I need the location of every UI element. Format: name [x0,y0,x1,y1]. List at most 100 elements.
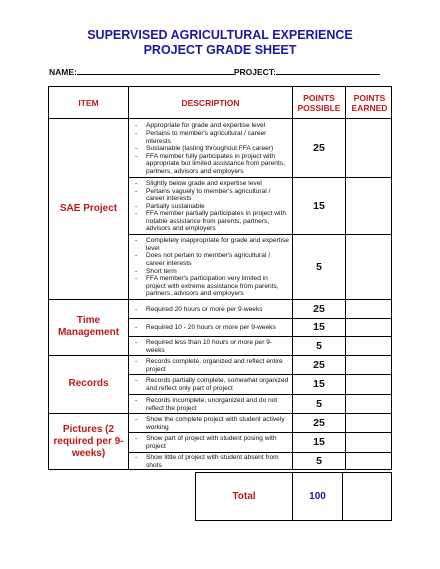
points-earned-cell[interactable] [346,374,393,394]
points-earned-cell[interactable] [346,177,393,234]
points-possible-value: 15 [293,177,346,234]
description-cell: Records complete, organized and reflect … [129,355,293,374]
row-divider [49,413,391,414]
criteria-item: Show the complete project with student a… [133,416,289,431]
criteria-item: Show little of project with student abse… [133,454,289,469]
project-label: PROJECT: [233,67,276,77]
criteria-item: FFA member fully participates in project… [133,153,289,176]
total-table: Total 100 [195,472,392,521]
points-possible-value: 15 [293,318,346,336]
criteria-list: Show little of project with student abse… [133,454,289,469]
header-points-possible: POINTS POSSIBLE [293,87,346,118]
item-label-2: Records [49,355,129,413]
description-cell: Show the complete project with student a… [129,413,293,432]
total-label: Total [196,473,293,520]
criteria-list: Records complete, organized and reflect … [133,358,289,373]
row-divider [129,336,391,337]
points-possible-value: 15 [293,374,346,394]
item-label-0: SAE Project [49,119,129,299]
criteria-item: Records complete, organized and reflect … [133,358,289,373]
points-possible-value: 5 [293,336,346,355]
criteria-list: Records incomplete, unorganized and do n… [133,397,289,412]
points-earned-cell[interactable] [346,299,393,318]
header-item: ITEM [49,87,129,118]
criteria-item: Does not pertain to member's agricultura… [133,252,289,267]
description-cell: Show part of project with student posing… [129,432,293,452]
total-points-earned[interactable] [344,473,391,520]
criteria-item: Records incomplete, unorganized and do n… [133,397,289,412]
criteria-item: Pertains to member's agricultural / care… [133,130,289,145]
criteria-item: Partially sustainable [133,203,289,211]
points-earned-cell[interactable] [346,432,393,452]
criteria-item: Slightly below grade and expertise level [133,180,289,188]
criteria-item: Show part of project with student posing… [133,435,289,450]
description-cell: Records incomplete, unorganized and do n… [129,394,293,413]
row-divider [129,374,391,375]
points-earned-cell[interactable] [346,318,393,336]
criteria-item: Records partially complete, somewhat org… [133,377,289,392]
header-description: DESCRIPTION [129,87,293,118]
description-cell: Required 10 - 20 hours or more per 9-wee… [129,318,293,336]
total-points-possible: 100 [293,473,343,520]
row-divider [129,234,391,235]
header-divider [49,118,391,119]
criteria-list: Required 10 - 20 hours or more per 9-wee… [133,324,276,332]
criteria-list: Required less than 10 hours or more per … [133,339,289,354]
points-earned-cell[interactable] [346,355,393,374]
item-label-1: Time Management [49,299,129,355]
points-possible-value: 5 [293,394,346,413]
points-possible-value: 25 [293,413,346,432]
points-possible-value: 25 [293,355,346,374]
row-divider [129,432,391,433]
description-cell: Completely inappropriate for grade and e… [129,234,293,299]
points-possible-value: 5 [293,452,346,470]
description-cell: Required less than 10 hours or more per … [129,336,293,355]
document-title: SUPERVISED AGRICULTURAL EXPERIENCE [87,28,353,42]
criteria-list: Show part of project with student posing… [133,435,289,450]
criteria-item: Appropriate for grade and expertise leve… [133,122,289,130]
criteria-item: Sustainable (lasting throughout FFA care… [133,145,289,153]
criteria-list: Appropriate for grade and expertise leve… [133,122,289,175]
project-field[interactable] [275,66,380,75]
row-divider [129,177,391,178]
points-earned-cell[interactable] [346,394,393,413]
criteria-list: Completely inappropriate for grade and e… [133,237,289,298]
name-field[interactable] [76,66,234,75]
description-cell: Required 20 hours or more per 9-weeks [129,299,293,318]
row-divider [129,452,391,453]
criteria-item: Required less than 10 hours or more per … [133,339,289,354]
row-divider [129,318,391,319]
points-earned-cell[interactable] [346,234,393,299]
item-label-3: Pictures (2 required per 9-weeks) [49,413,129,470]
points-earned-cell[interactable] [346,336,393,355]
points-earned-cell[interactable] [346,452,393,470]
points-possible-value: 25 [293,299,346,318]
criteria-item: FFA member partially participates in pro… [133,210,289,233]
criteria-item: Required 10 - 20 hours or more per 9-wee… [133,324,276,332]
description-cell: Show little of project with student abse… [129,452,293,470]
row-divider [129,394,391,395]
points-possible-value: 5 [293,234,346,299]
name-project-line: NAME: PROJECT: [49,66,380,77]
criteria-list: Slightly below grade and expertise level… [133,180,289,233]
description-cell: Slightly below grade and expertise level… [129,177,293,234]
criteria-list: Show the complete project with student a… [133,416,289,431]
criteria-list: Required 20 hours or more per 9-weeks [133,306,263,314]
description-cell: Records partially complete, somewhat org… [129,374,293,394]
criteria-item: Short term [133,268,289,276]
header-points-earned: POINTS EARNED [351,92,388,113]
points-possible-value: 15 [293,432,346,452]
row-divider [49,299,391,300]
criteria-item: Completely inappropriate for grade and e… [133,237,289,252]
grade-table-frame: ITEM DESCRIPTION POINTS POSSIBLE POINTS EAR… [48,86,392,470]
criteria-item: FFA member's participation very limited … [133,275,289,298]
description-cell: Appropriate for grade and expertise leve… [129,119,293,177]
criteria-item: Pertains vaguely to member's agricultura… [133,188,289,203]
points-possible-value: 25 [293,119,346,177]
row-divider [49,355,391,356]
document-subtitle: PROJECT GRADE SHEET [143,43,297,57]
points-earned-cell[interactable] [346,413,393,432]
points-earned-cell[interactable] [346,119,393,177]
name-label: NAME: [49,67,77,77]
criteria-list: Records partially complete, somewhat org… [133,377,289,392]
